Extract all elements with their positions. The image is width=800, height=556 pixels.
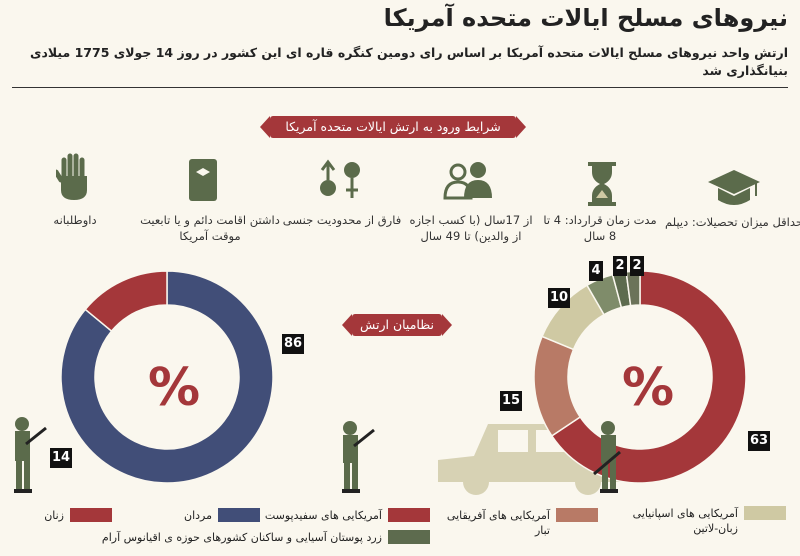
legend-swatch-african xyxy=(556,508,598,522)
legend-swatch-asian xyxy=(388,530,430,544)
gender-icon xyxy=(316,158,364,206)
legend-swatch-hispanic xyxy=(744,506,786,520)
gender-donut-chart xyxy=(60,270,274,484)
ethnicity-chart-center-label: % xyxy=(622,358,675,418)
divider xyxy=(12,87,788,88)
requirement-voluntary: داوطلبانه xyxy=(53,213,97,227)
women-value-badge: 14 xyxy=(50,448,72,468)
donut-slice-0-1 xyxy=(84,270,168,333)
soldier-icon xyxy=(590,418,630,498)
soldier-icon xyxy=(8,414,48,498)
donut-slice-1-1 xyxy=(533,335,582,437)
hand-icon xyxy=(53,152,92,206)
legend-swatch-men xyxy=(218,508,260,522)
ethnicity-donut-chart xyxy=(533,270,747,484)
other1-value-badge: 2 xyxy=(613,256,627,276)
hourglass-icon xyxy=(585,160,619,212)
soldier-icon xyxy=(336,418,376,498)
legend-label-asian: زرد پوستان آسیایی و ساکنان کشورهای حوزه … xyxy=(101,531,382,544)
military-banner: نظامیان ارتش xyxy=(342,314,452,336)
requirement-residency: داشتن اقامت دائم و یا تابعیت موقت آمریکا xyxy=(140,213,280,243)
requirement-age: از 17سال (با کسب اجازه از والدین) تا 49 … xyxy=(409,213,533,243)
other2-value-badge: 2 xyxy=(630,256,644,276)
donut-slice-1-0 xyxy=(550,270,747,484)
gender-chart-center-label: % xyxy=(148,358,201,418)
african-value-badge: 15 xyxy=(500,391,522,411)
legend-swatch-women xyxy=(70,508,112,522)
hispanic-value-badge: 10 xyxy=(548,288,570,308)
legend-label-men: مردان xyxy=(184,509,212,522)
page-subtitle: ارتش واحد نیروهای مسلح ایالات متحده آمری… xyxy=(30,45,788,78)
requirements-banner: شرایط ورود به ارتش ایالات متحده آمریکا xyxy=(260,116,526,138)
people-icon xyxy=(442,160,494,204)
legend-swatch-white xyxy=(388,508,430,522)
legend-label-hispanic: آمریکایی های اسپانیایی زبان-لاتین xyxy=(632,507,738,535)
legend-label-women: زنان xyxy=(44,509,64,522)
id-card-icon xyxy=(188,158,218,206)
legend-label-african: آمریکایی های آفریقایی تبار xyxy=(446,509,550,537)
page-title: نیروهای مسلح ایالات متحده آمریکا xyxy=(383,4,788,32)
white-value-badge: 63 xyxy=(748,431,770,451)
requirement-contract: مدت زمان قرارداد: 4 تا 8 سال xyxy=(543,213,657,243)
requirement-education: حداقل میزان تحصیلات: دیپلم xyxy=(664,215,800,229)
legend-label-white: آمریکایی های سفیدپوست xyxy=(264,509,382,522)
asian-value-badge: 4 xyxy=(589,261,603,281)
graduation-cap-icon xyxy=(706,166,762,214)
donut-slice-0-0 xyxy=(60,270,274,484)
requirement-gender: فارق از محدودیت جنسی xyxy=(282,213,402,227)
men-value-badge: 86 xyxy=(282,334,304,354)
